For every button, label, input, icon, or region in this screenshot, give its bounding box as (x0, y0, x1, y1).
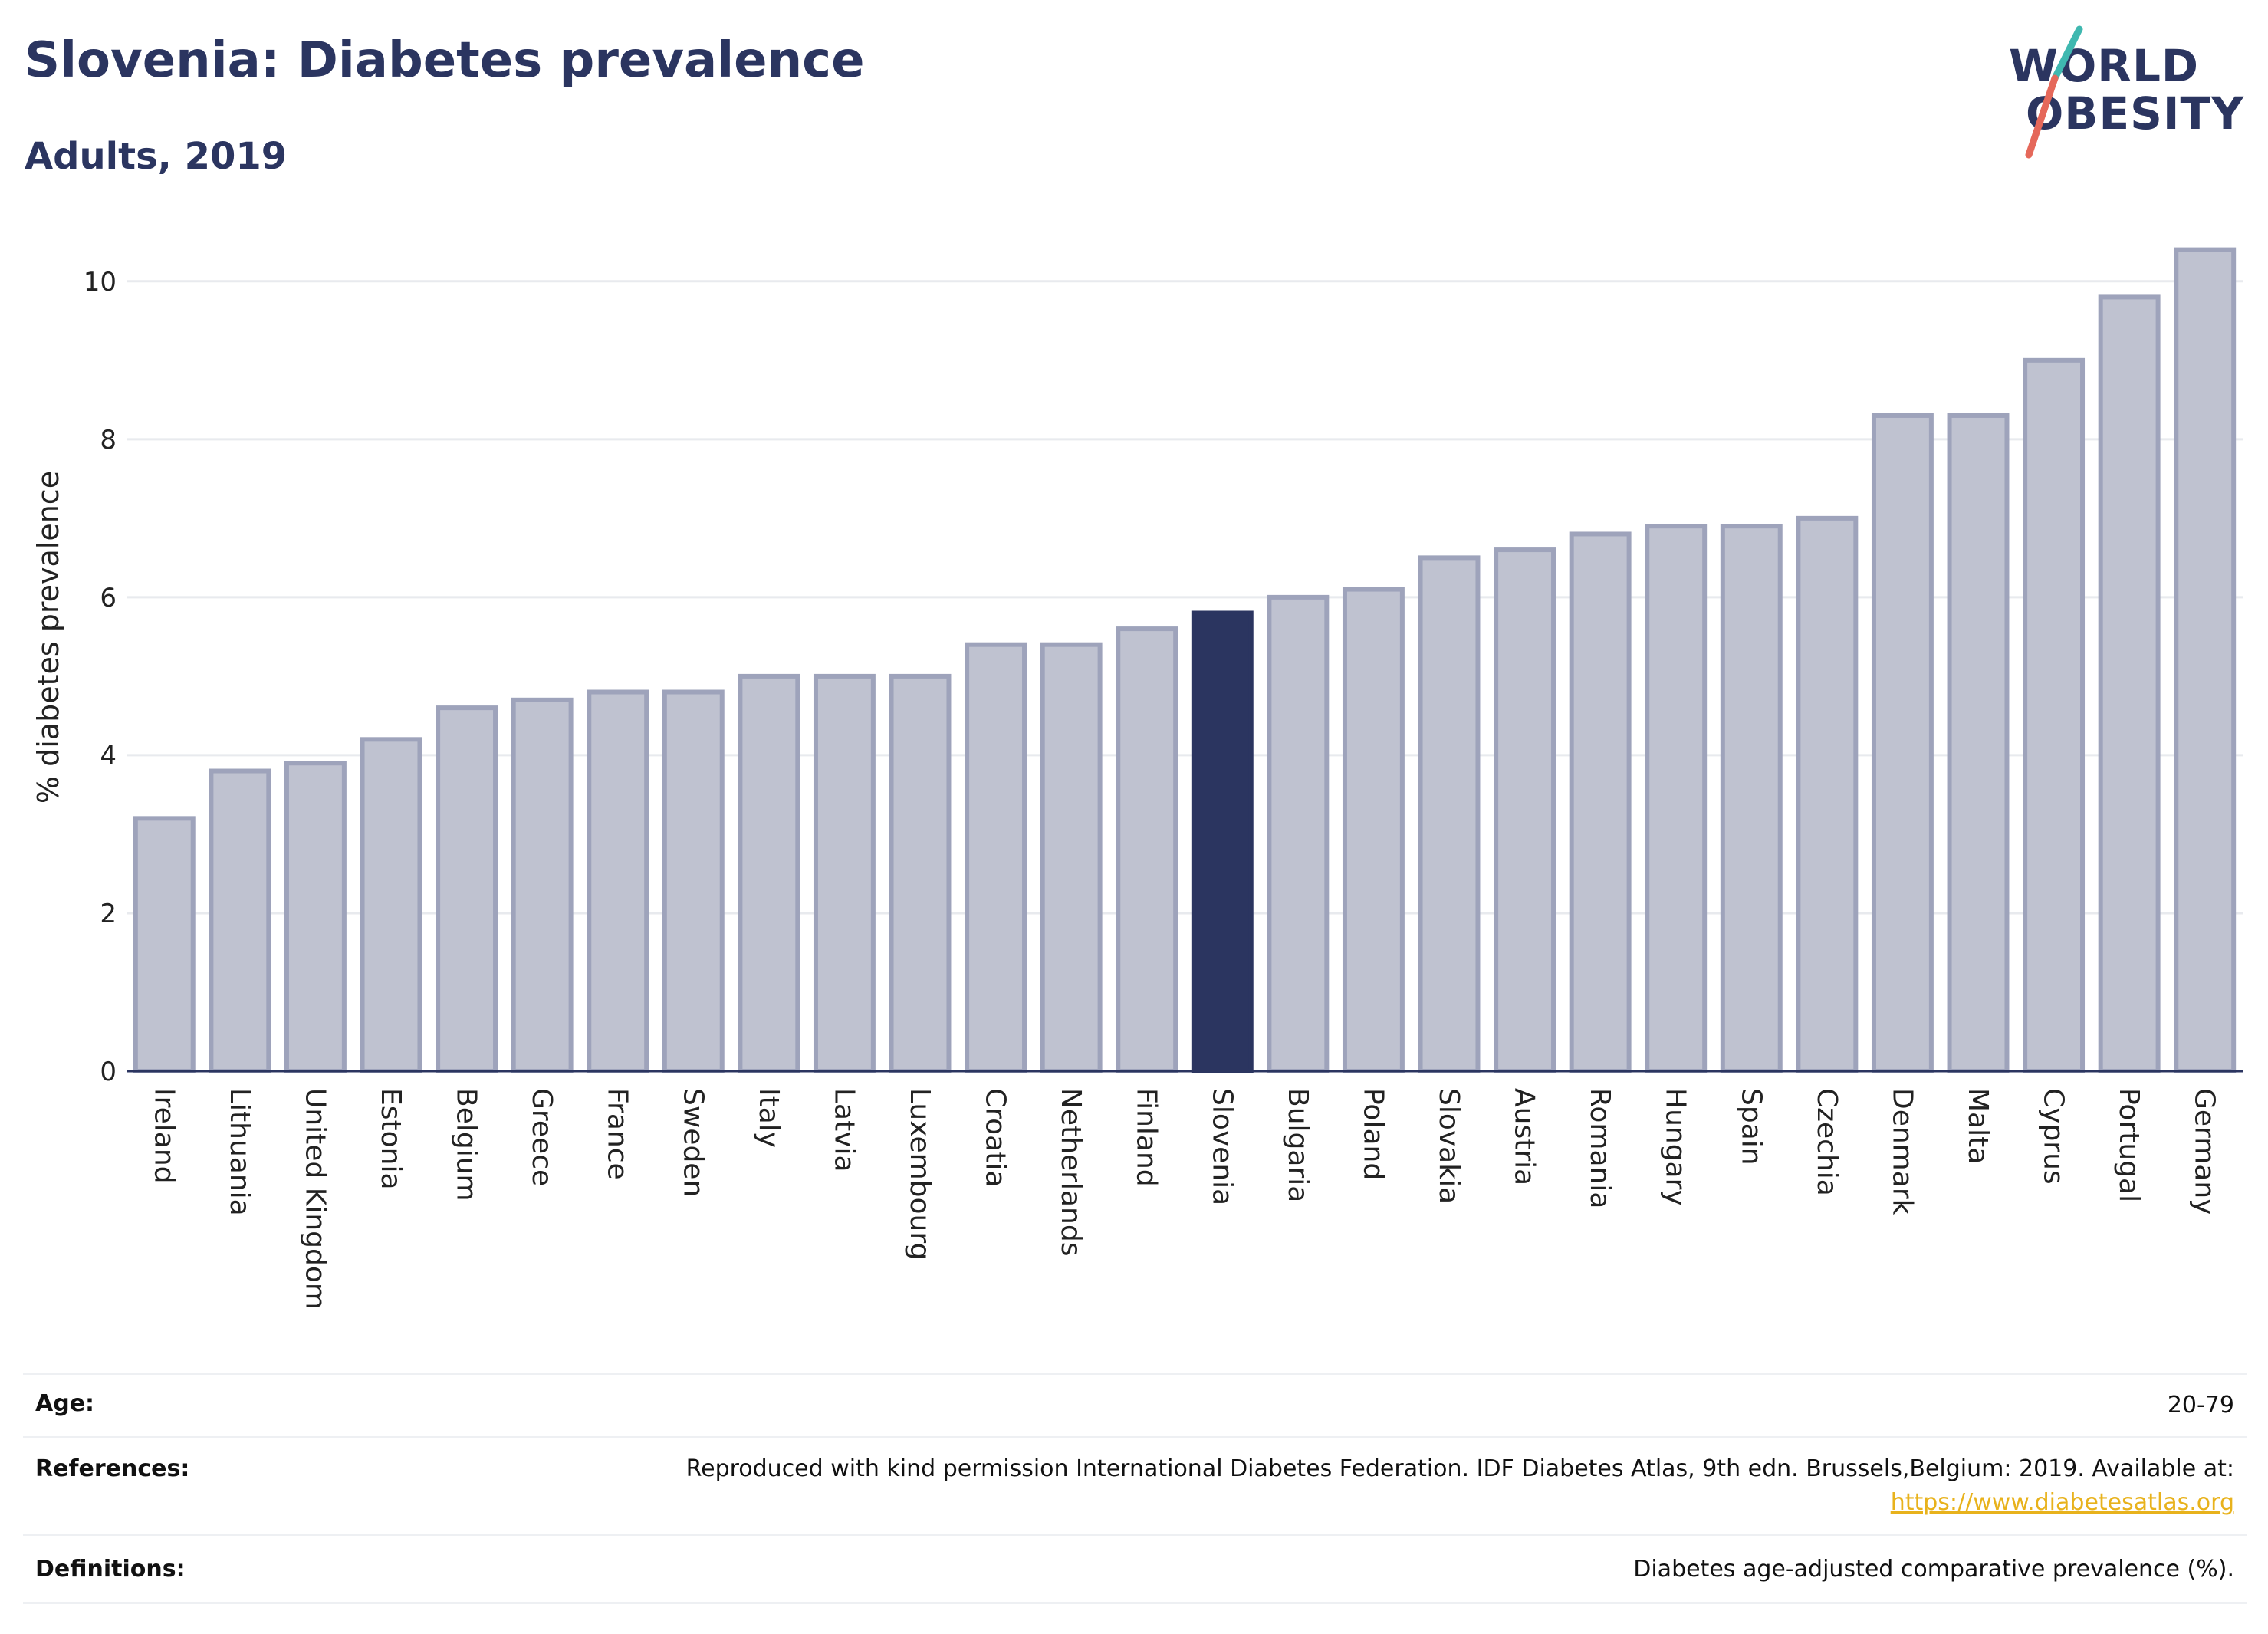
bar (2023, 357, 2086, 1073)
y-tick-label: 6 (100, 583, 117, 613)
age-value: 20-79 (2167, 1392, 2234, 1419)
axes: 0 2 4 6 8 10 Ireland Lithuania United Kingdom Est… (84, 267, 2243, 1310)
x-tick-label: Lithuania (224, 1088, 255, 1216)
references-value: Reproduced with kind permission Internat… (686, 1452, 2234, 1520)
logo-text-obesity: OBESITY (2026, 87, 2245, 140)
age-label: Age: (35, 1390, 95, 1417)
references-text: Reproduced with kind permission Internat… (685, 1455, 2234, 1482)
x-tick-label: Czechia (1811, 1088, 1842, 1196)
bar (1418, 555, 1481, 1073)
x-tick-label: Portugal (2113, 1088, 2145, 1202)
chart-title: Slovenia: Diabetes prevalence (25, 32, 865, 89)
bar (133, 816, 196, 1073)
x-tick-label: Slovenia (1206, 1088, 1238, 1205)
x-tick-label: Romania (1584, 1088, 1616, 1208)
bar (1947, 413, 2010, 1073)
bar (889, 673, 952, 1073)
x-tick-label: Poland (1357, 1088, 1389, 1180)
bar (1342, 587, 1405, 1073)
bar (1720, 524, 1783, 1073)
y-tick-label: 8 (100, 425, 117, 455)
y-tick-label: 2 (100, 899, 117, 929)
x-tick-label: Sweden (677, 1088, 708, 1197)
bar (436, 705, 498, 1073)
y-axis-title: % diabetes prevalence (31, 471, 65, 804)
bar (1871, 413, 1934, 1073)
chart-footer: Age: 20-79 References: Reproduced with k… (23, 1373, 2247, 1604)
bar (1494, 547, 1556, 1073)
bar (965, 642, 1027, 1073)
bar (209, 768, 271, 1074)
bar (1040, 642, 1103, 1073)
footer-row-references: References: Reproduced with kind permiss… (23, 1436, 2247, 1534)
x-tick-label: Italy (753, 1088, 784, 1148)
x-tick-label: France (602, 1088, 633, 1180)
definitions-label: Definitions: (35, 1556, 186, 1583)
x-tick-label: Croatia (980, 1088, 1011, 1187)
references-link[interactable]: https://www.diabetesatlas.org (1890, 1489, 2234, 1516)
y-tick-label: 0 (100, 1057, 117, 1087)
y-tick-label: 4 (100, 741, 117, 771)
x-tick-label: Cyprus (2038, 1088, 2069, 1185)
x-tick-label: Belgium (451, 1088, 482, 1202)
x-tick-label: United Kingdom (299, 1088, 330, 1310)
x-tick-label: Latvia (828, 1088, 860, 1172)
x-tick-label: Ireland (148, 1088, 179, 1184)
x-tick-label: Greece (526, 1088, 557, 1186)
bar (2174, 247, 2237, 1073)
bars (133, 247, 2237, 1074)
x-tick-label: Finland (1131, 1088, 1162, 1187)
x-tick-label: Austria (1509, 1088, 1540, 1185)
bar (587, 689, 649, 1074)
x-tick-label: Slovakia (1433, 1088, 1464, 1204)
bar (284, 761, 347, 1074)
bar (360, 737, 422, 1073)
bar (511, 697, 574, 1074)
x-tick-label: Estonia (375, 1088, 406, 1190)
x-tick-label: Luxembourg (904, 1088, 935, 1260)
x-tick-label: Germany (2189, 1088, 2220, 1215)
x-tick-label: Malta (1962, 1088, 1994, 1164)
bar (738, 673, 800, 1073)
references-label: References: (35, 1455, 190, 1482)
bar (813, 673, 876, 1073)
world-obesity-logo: WORLD OBESITY (1994, 23, 2254, 161)
footer-row-age: Age: 20-79 (23, 1373, 2247, 1436)
bar (1645, 524, 1708, 1073)
x-tick-label: Hungary (1660, 1088, 1691, 1206)
x-tick-label: Netherlands (1055, 1088, 1086, 1256)
bar (1796, 515, 1859, 1073)
x-tick-label: Denmark (1886, 1088, 1918, 1215)
bar (1569, 531, 1632, 1073)
logo-slash-icon (2025, 25, 2083, 159)
chart-subtitle: Adults, 2019 (25, 135, 288, 178)
bar (1116, 626, 1178, 1073)
logo-text-world: WORLD (2009, 40, 2200, 92)
bar (1267, 594, 1330, 1073)
x-tick-label: Bulgaria (1282, 1088, 1313, 1202)
bar-chart: 0 2 4 6 8 10 Ireland Lithuania United Kingdom Est… (31, 247, 2243, 1310)
bar (2098, 294, 2161, 1073)
definitions-value: Diabetes age-adjusted comparative preval… (1633, 1556, 2234, 1583)
x-tick-label: Spain (1735, 1088, 1767, 1165)
footer-row-definitions: Definitions: Diabetes age-adjusted compa… (23, 1534, 2247, 1604)
bar (662, 689, 725, 1074)
bar-highlighted (1191, 610, 1254, 1073)
y-tick-label: 10 (84, 267, 117, 298)
